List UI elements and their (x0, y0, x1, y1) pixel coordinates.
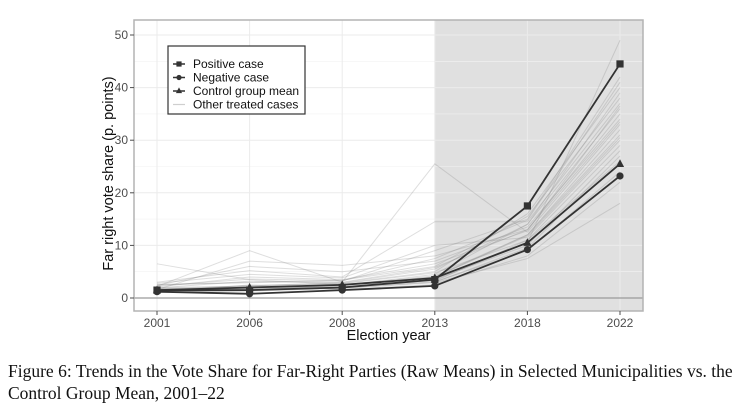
control-group-mean-line (156, 163, 621, 292)
control-group-mean-point (523, 238, 532, 246)
negative-case-point (431, 282, 439, 290)
control-group-mean-point (338, 280, 347, 288)
other-treated-case-line (156, 124, 621, 287)
legend-label: Positive case (193, 57, 264, 71)
legend-key-square-icon (176, 61, 182, 67)
treatment-shaded-region (434, 20, 643, 311)
positive-case-point (616, 60, 624, 68)
legend-label: Other treated cases (193, 98, 298, 112)
other-treated-case-line (156, 105, 621, 288)
negative-case-point (246, 290, 254, 298)
other-treated-case-line (156, 113, 621, 291)
negative-case-point (616, 172, 624, 180)
legend-label: Negative case (193, 71, 269, 85)
positive-case-line (157, 63, 621, 292)
x-tick-label: 2013 (421, 316, 448, 330)
other-treated-case-line (156, 103, 621, 283)
x-axis-title: Election year (347, 328, 431, 344)
negative-case-point (338, 286, 346, 294)
legend-key-triangle-icon (175, 87, 183, 94)
series-control-group-mean (152, 159, 625, 294)
negative-case-line (156, 175, 621, 295)
y-axis-ticks: 0 10 20 30 40 50 (115, 28, 134, 305)
y-tick-label: 20 (115, 186, 129, 200)
other-treated-lines (156, 40, 621, 294)
control-group-mean-point (615, 159, 625, 167)
other-treated-case-line (156, 139, 621, 284)
legend-box (167, 45, 306, 115)
y-tick-label: 0 (121, 291, 128, 305)
main-series (152, 60, 625, 298)
x-tick-label: 2001 (144, 316, 171, 330)
y-axis-title: Far right vote share (p. points) (101, 76, 117, 270)
x-tick-label: 2022 (607, 316, 634, 330)
y-tick-label: 10 (115, 238, 129, 252)
line-chart: 0 10 20 30 40 50 2001 2006 2008 2013 2018 2022 Ele… (101, 19, 644, 344)
y-tick-label: 50 (115, 28, 129, 42)
other-treated-case-line (156, 160, 621, 291)
grid-lines (134, 20, 643, 311)
other-treated-case-line (156, 202, 621, 293)
other-treated-case-line (156, 97, 621, 286)
legend-item-positive-case: Positive case (173, 57, 264, 71)
negative-case-point (523, 246, 532, 254)
x-tick-label: 2018 (514, 316, 541, 330)
other-treated-case-line (156, 181, 621, 294)
control-group-mean-point (152, 285, 162, 294)
series-negative-case (153, 172, 624, 298)
other-treated-case-line (156, 76, 621, 285)
legend-item-negative-case: Negative case (173, 71, 269, 85)
other-treated-case-line (156, 118, 621, 286)
y-tick-label: 40 (115, 81, 129, 95)
y-tick-label: 30 (115, 133, 129, 147)
x-tick-label: 2008 (329, 316, 356, 330)
control-group-mean-point (245, 282, 254, 291)
other-treated-case-line (156, 82, 621, 287)
x-tick-label: 2006 (236, 316, 263, 330)
x-axis-ticks: 2001 2006 2008 2013 2018 2022 (144, 311, 634, 330)
figure-caption: Figure 6: Trends in the Vote Share for F… (8, 361, 733, 403)
other-treated-case-line (156, 87, 621, 288)
legend-key-circle-icon (176, 74, 182, 81)
other-treated-case-line (156, 121, 621, 290)
panel-border (133, 19, 644, 312)
legend-item-other-treated-cases: Other treated cases (173, 98, 298, 112)
legend-item-control-group-mean: Control group mean (173, 84, 299, 98)
control-group-mean-point (430, 273, 439, 282)
other-treated-case-line (156, 92, 621, 289)
positive-case-point (523, 202, 531, 210)
legend-label: Control group mean (193, 84, 299, 98)
